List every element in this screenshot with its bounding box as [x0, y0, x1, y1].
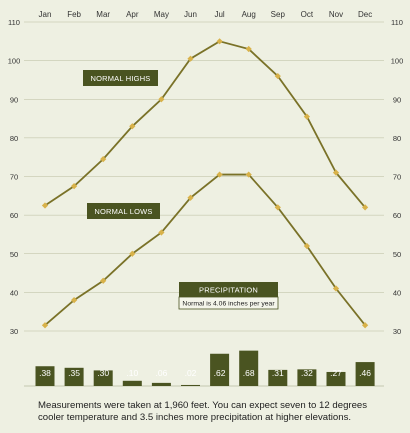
precipitation-value: .62	[214, 368, 226, 378]
y-tick-left: 70	[10, 173, 18, 182]
precipitation-value: .02	[185, 368, 197, 378]
data-point	[100, 156, 107, 163]
data-point	[70, 183, 78, 190]
highs-line	[44, 40, 366, 208]
y-tick-right: 30	[393, 327, 401, 336]
precipitation-bars: .38 .35 .30 .10 .06 .02 .62 .68 .31 .32 .27 .46	[35, 350, 375, 386]
month-label: Feb	[67, 10, 81, 19]
precipitation-bar	[122, 380, 142, 386]
data-point	[332, 285, 340, 292]
precipitation-bar	[181, 384, 200, 386]
precipitation-bar	[355, 362, 375, 386]
y-tick-left: 110	[8, 18, 20, 27]
precipitation-bar	[35, 366, 55, 386]
y-tick-left: 30	[10, 327, 18, 336]
y-tick-right: 110	[391, 18, 403, 27]
y-tick-right: 100	[391, 57, 404, 66]
precipitation-bar	[210, 353, 230, 386]
y-tick-right: 70	[393, 173, 401, 182]
precipitation-bar	[64, 367, 84, 386]
data-point	[41, 202, 49, 209]
y-tick-right: 60	[393, 211, 401, 220]
highs-label-box	[83, 70, 158, 86]
y-tick-left: 100	[8, 57, 21, 66]
precipitation-value: .68	[243, 368, 255, 378]
lows-label: NORMAL LOWS	[94, 207, 152, 216]
precipitation-subtitle: Normal is 4.06 inches per year	[182, 301, 275, 308]
precipitation-value: .46	[359, 368, 371, 378]
lows-line	[44, 173, 366, 326]
month-label: May	[154, 10, 169, 19]
precipitation-value: .10	[126, 368, 138, 378]
y-tick-right: 80	[393, 134, 401, 143]
data-point	[158, 96, 165, 103]
y-tick-right: 50	[393, 250, 401, 259]
precipitation-value: .06	[155, 368, 167, 378]
month-label: Nov	[329, 10, 343, 19]
precipitation-bar	[151, 382, 171, 386]
y-tick-left: 50	[10, 250, 18, 259]
series-labels: NORMAL HIGHS NORMAL LOWS PRECIPITATION Norm…	[83, 70, 279, 310]
month-label: Mar	[96, 10, 110, 19]
month-labels: Jan Feb Mar Apr May Jun Jul Aug Sep Oct Nov Dec	[39, 10, 373, 19]
precipitation-subtitle-box	[178, 296, 279, 310]
month-label: Aug	[242, 10, 256, 19]
data-point	[187, 194, 194, 201]
precipitation-value: .32	[301, 368, 313, 378]
data-point	[129, 123, 136, 130]
month-label: Jan	[39, 10, 52, 19]
highs-label: NORMAL HIGHS	[90, 74, 150, 83]
gridlines	[24, 21, 384, 387]
precipitation-value: .31	[272, 368, 284, 378]
month-label: Jul	[214, 10, 224, 19]
month-label: Dec	[358, 10, 372, 19]
lows-label-box	[87, 203, 160, 219]
y-tick-left: 90	[10, 95, 18, 104]
precipitation-bar	[239, 350, 259, 386]
precipitation-value: .38	[39, 368, 51, 378]
month-label: Jun	[184, 10, 197, 19]
y-tick-right: 90	[393, 95, 401, 104]
y-tick-left: 60	[10, 211, 18, 220]
data-point	[187, 55, 194, 62]
precipitation-bar	[326, 371, 346, 386]
left-axis-ticks: 30 40 50 60 70 80 90 100 110	[8, 18, 21, 336]
month-label: Apr	[126, 10, 139, 19]
precipitation-title-box	[179, 282, 278, 297]
temperature-lines	[41, 38, 369, 329]
precipitation-value: .27	[330, 368, 342, 378]
month-label: Oct	[301, 10, 314, 19]
data-point	[361, 322, 369, 329]
precipitation-bar	[268, 369, 288, 386]
climate-chart: Jan Feb Mar Apr May Jun Jul Aug Sep Oct Nov Dec 30 4…	[8, 10, 404, 387]
precipitation-bar	[297, 369, 317, 386]
right-axis-ticks: 30 40 50 60 70 80 90 100 110	[391, 18, 404, 336]
data-point	[129, 250, 136, 257]
data-point	[216, 171, 223, 178]
precipitation-title: PRECIPITATION	[199, 286, 258, 295]
y-tick-right: 40	[393, 288, 401, 297]
footnote: Measurements were taken at 1,960 feet. Y…	[38, 400, 368, 423]
y-tick-left: 40	[10, 288, 18, 297]
precipitation-value: .35	[68, 368, 80, 378]
y-tick-left: 80	[10, 134, 18, 143]
precipitation-value: .30	[97, 368, 109, 378]
precipitation-bar	[93, 370, 113, 386]
month-label: Sep	[271, 10, 286, 19]
data-point	[245, 45, 252, 53]
